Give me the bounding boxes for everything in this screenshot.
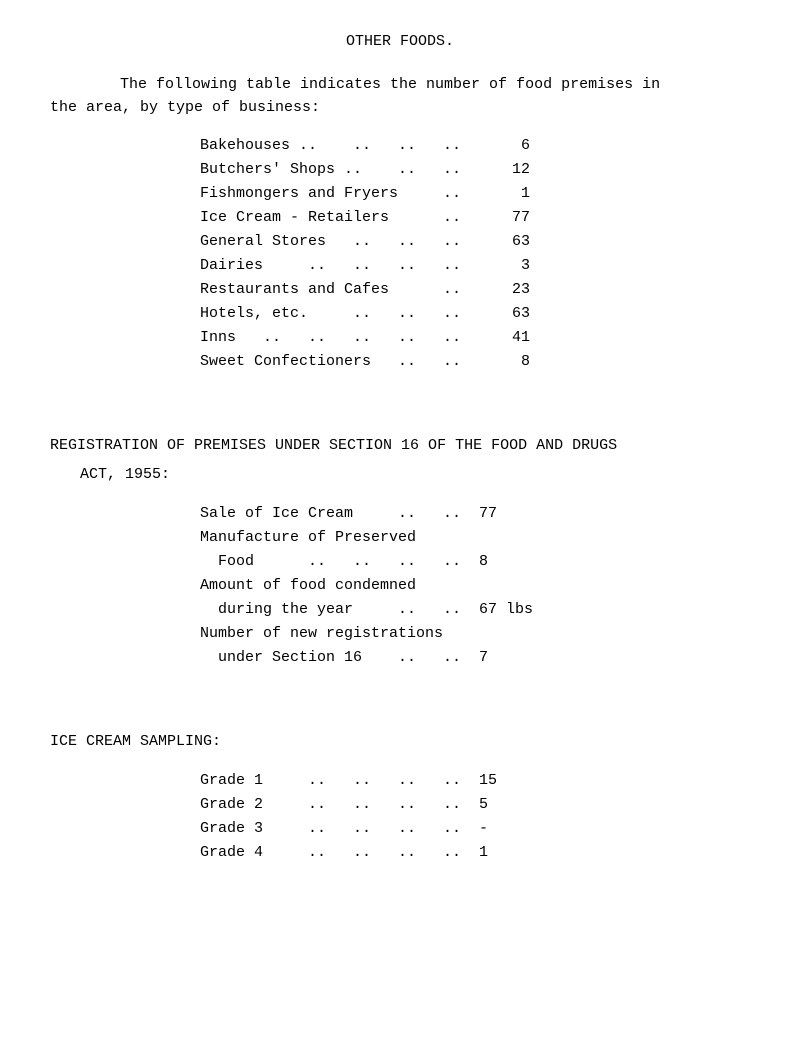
ice-row: Grade 3 .. .. .. .. - xyxy=(200,817,750,841)
table-row: Bakehouses .. .. .. .. 6 xyxy=(200,134,750,158)
premises-label: Dairies .. .. .. .. xyxy=(200,254,500,278)
premises-label: Ice Cream - Retailers .. xyxy=(200,206,500,230)
registration-sub: ACT, 1955: xyxy=(80,463,750,487)
table-row: Dairies .. .. .. .. 3 xyxy=(200,254,750,278)
premises-label: Inns .. .. .. .. .. xyxy=(200,326,500,350)
table-row: General Stores .. .. .. 63 xyxy=(200,230,750,254)
premises-value: 41 xyxy=(500,326,530,350)
reg-row: under Section 16 .. .. 7 xyxy=(200,646,750,670)
premises-value: 63 xyxy=(500,302,530,326)
table-row: Ice Cream - Retailers .. 77 xyxy=(200,206,750,230)
ice-cream-heading: ICE CREAM SAMPLING: xyxy=(50,730,750,754)
reg-row: Amount of food condemned xyxy=(200,574,750,598)
premises-value: 1 xyxy=(500,182,530,206)
premises-value: 6 xyxy=(500,134,530,158)
intro-line-1: The following table indicates the number… xyxy=(120,76,660,93)
reg-row: Number of new registrations xyxy=(200,622,750,646)
premises-label: Restaurants and Cafes .. xyxy=(200,278,500,302)
ice-row: Grade 2 .. .. .. .. 5 xyxy=(200,793,750,817)
reg-row: during the year .. .. 67 lbs xyxy=(200,598,750,622)
registration-table: Sale of Ice Cream .. .. 77 Manufacture o… xyxy=(200,502,750,670)
reg-row: Food .. .. .. .. 8 xyxy=(200,550,750,574)
premises-value: 12 xyxy=(500,158,530,182)
ice-row: Grade 4 .. .. .. .. 1 xyxy=(200,841,750,865)
premises-label: General Stores .. .. .. xyxy=(200,230,500,254)
premises-label: Fishmongers and Fryers .. xyxy=(200,182,500,206)
table-row: Inns .. .. .. .. .. 41 xyxy=(200,326,750,350)
table-row: Hotels, etc. .. .. .. 63 xyxy=(200,302,750,326)
premises-value: 77 xyxy=(500,206,530,230)
table-row: Sweet Confectioners .. .. 8 xyxy=(200,350,750,374)
intro-text: The following table indicates the number… xyxy=(50,74,750,119)
reg-row: Sale of Ice Cream .. .. 77 xyxy=(200,502,750,526)
premises-label: Sweet Confectioners .. .. xyxy=(200,350,500,374)
premises-label: Butchers' Shops .. .. .. xyxy=(200,158,500,182)
ice-row: Grade 1 .. .. .. .. 15 xyxy=(200,769,750,793)
ice-cream-table: Grade 1 .. .. .. .. 15 Grade 2 .. .. .. … xyxy=(200,769,750,865)
premises-value: 8 xyxy=(500,350,530,374)
premises-label: Hotels, etc. .. .. .. xyxy=(200,302,500,326)
table-row: Fishmongers and Fryers .. 1 xyxy=(200,182,750,206)
premises-table: Bakehouses .. .. .. .. 6 Butchers' Shops… xyxy=(200,134,750,374)
table-row: Butchers' Shops .. .. .. 12 xyxy=(200,158,750,182)
page-title: OTHER FOODS. xyxy=(50,30,750,54)
table-row: Restaurants and Cafes .. 23 xyxy=(200,278,750,302)
registration-heading: REGISTRATION OF PREMISES UNDER SECTION 1… xyxy=(50,434,750,458)
premises-value: 3 xyxy=(500,254,530,278)
premises-value: 23 xyxy=(500,278,530,302)
premises-value: 63 xyxy=(500,230,530,254)
intro-line-2: the area, by type of business: xyxy=(50,99,320,116)
reg-row: Manufacture of Preserved xyxy=(200,526,750,550)
premises-label: Bakehouses .. .. .. .. xyxy=(200,134,500,158)
